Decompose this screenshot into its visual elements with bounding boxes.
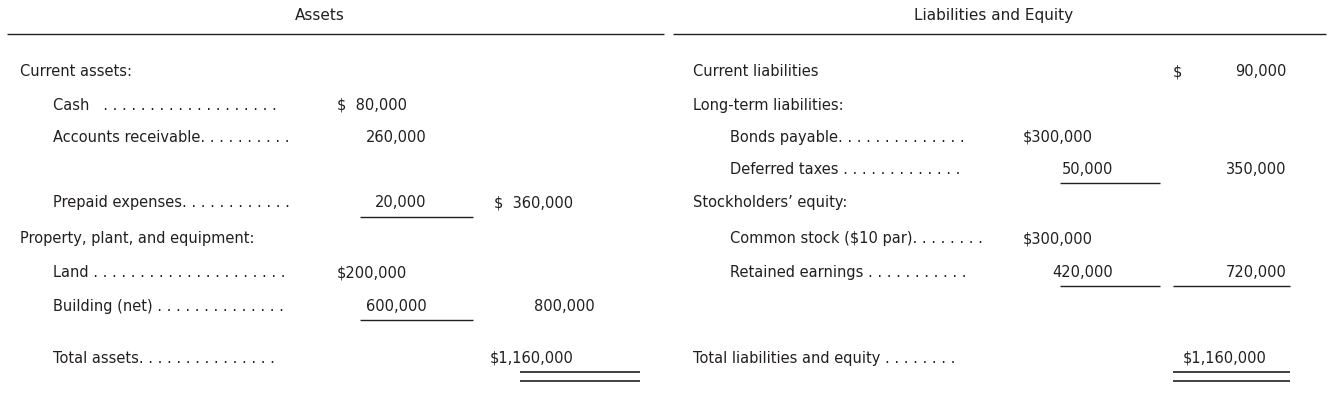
Text: Accounts receivable. . . . . . . . . .: Accounts receivable. . . . . . . . . .: [53, 130, 289, 145]
Text: $300,000: $300,000: [1022, 130, 1093, 145]
Text: Property, plant, and equipment:: Property, plant, and equipment:: [20, 231, 255, 246]
Text: 20,000: 20,000: [375, 195, 427, 211]
Text: 50,000: 50,000: [1061, 162, 1113, 178]
Text: $200,000: $200,000: [336, 265, 407, 280]
Text: $1,160,000: $1,160,000: [1182, 351, 1266, 366]
Text: 90,000: 90,000: [1234, 64, 1286, 79]
Text: Retained earnings . . . . . . . . . . .: Retained earnings . . . . . . . . . . .: [730, 265, 966, 280]
Text: $300,000: $300,000: [1022, 231, 1093, 246]
Text: $1,160,000: $1,160,000: [489, 351, 573, 366]
Text: Assets: Assets: [295, 8, 345, 23]
Text: $  360,000: $ 360,000: [495, 195, 573, 211]
Text: Stockholders’ equity:: Stockholders’ equity:: [693, 195, 848, 211]
Text: Prepaid expenses. . . . . . . . . . . .: Prepaid expenses. . . . . . . . . . . .: [53, 195, 291, 211]
Text: $: $: [1173, 64, 1182, 79]
Text: 720,000: 720,000: [1225, 265, 1286, 280]
Text: Bonds payable. . . . . . . . . . . . . .: Bonds payable. . . . . . . . . . . . . .: [730, 130, 965, 145]
Text: Total assets. . . . . . . . . . . . . . .: Total assets. . . . . . . . . . . . . . …: [53, 351, 275, 366]
Text: 600,000: 600,000: [365, 299, 427, 314]
Text: Cash   . . . . . . . . . . . . . . . . . . .: Cash . . . . . . . . . . . . . . . . . .…: [53, 98, 277, 113]
Text: Liabilities and Equity: Liabilities and Equity: [913, 8, 1073, 23]
Text: Long-term liabilities:: Long-term liabilities:: [693, 98, 844, 113]
Text: 800,000: 800,000: [533, 299, 595, 314]
Text: Deferred taxes . . . . . . . . . . . . .: Deferred taxes . . . . . . . . . . . . .: [730, 162, 961, 178]
Text: Land . . . . . . . . . . . . . . . . . . . . .: Land . . . . . . . . . . . . . . . . . .…: [53, 265, 285, 280]
Text: $  80,000: $ 80,000: [336, 98, 407, 113]
Text: Building (net) . . . . . . . . . . . . . .: Building (net) . . . . . . . . . . . . .…: [53, 299, 284, 314]
Text: Current liabilities: Current liabilities: [693, 64, 818, 79]
Text: 350,000: 350,000: [1226, 162, 1286, 178]
Text: Common stock ($10 par). . . . . . . .: Common stock ($10 par). . . . . . . .: [730, 231, 984, 246]
Text: 420,000: 420,000: [1052, 265, 1113, 280]
Text: 260,000: 260,000: [365, 130, 427, 145]
Text: Total liabilities and equity . . . . . . . .: Total liabilities and equity . . . . . .…: [693, 351, 956, 366]
Text: Current assets:: Current assets:: [20, 64, 132, 79]
